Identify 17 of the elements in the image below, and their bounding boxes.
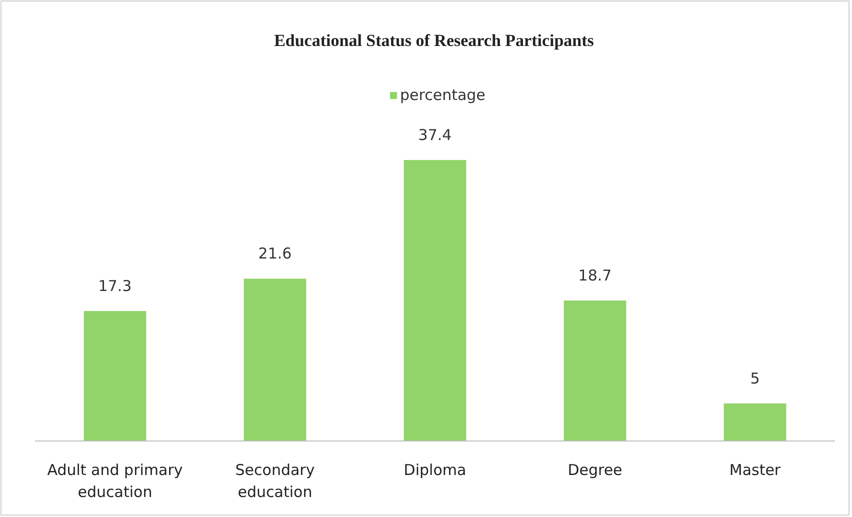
bar	[84, 311, 146, 441]
bar	[404, 160, 466, 441]
data-label: 17.3	[98, 277, 132, 296]
bar	[724, 403, 786, 441]
data-label: 37.4	[418, 126, 452, 144]
x-tick-label: Master	[729, 461, 782, 479]
bar	[564, 300, 626, 441]
legend-label: percentage	[400, 86, 486, 104]
x-tick-label: Adult and primary education	[47, 461, 183, 501]
data-label: 5	[750, 369, 760, 388]
chart-title: Educational Status of Research Participants	[274, 31, 594, 50]
x-tick-label: Secondary education	[235, 461, 315, 501]
data-label: 21.6	[258, 244, 292, 263]
x-tick-label: Diploma	[404, 461, 466, 479]
data-label: 18.7	[578, 266, 612, 284]
bar	[244, 278, 306, 441]
x-tick-label: Degree	[568, 461, 622, 479]
